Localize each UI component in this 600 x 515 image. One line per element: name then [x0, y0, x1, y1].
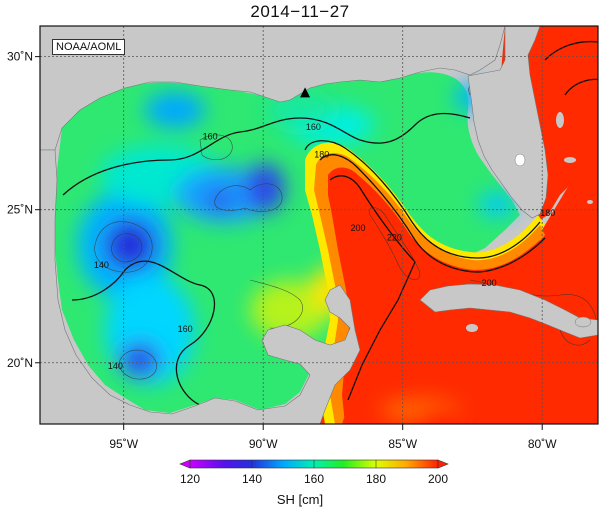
- contour-label: 180: [540, 208, 555, 218]
- island: [587, 200, 593, 204]
- contour-label: 140: [94, 260, 109, 270]
- colorbar-tick-label: 160: [303, 472, 325, 486]
- island: [574, 316, 592, 328]
- lon-tick-label: 95˚W: [109, 437, 138, 451]
- map-title: 2014−11−27: [250, 2, 350, 21]
- graticule: [40, 26, 598, 424]
- contour-label: 160: [203, 131, 218, 141]
- contour-label: 200: [351, 223, 366, 233]
- colorbar-max-arrow: [437, 459, 449, 469]
- contour-label: 200: [482, 278, 497, 288]
- map-frame: [39, 25, 599, 425]
- florida-peninsula: [467, 26, 549, 219]
- station-marker: [300, 87, 311, 98]
- bahamas-island: [556, 112, 564, 128]
- lon-tick-label: 90˚W: [249, 437, 278, 451]
- isla-de-la-juventud: [466, 324, 478, 332]
- colorbar: [179, 459, 449, 469]
- bahamas-island: [564, 157, 576, 163]
- lake-okeechobee: [514, 153, 526, 167]
- colorbar-label: SH [cm]: [276, 492, 324, 507]
- contour-label: 220: [387, 232, 402, 242]
- contour-label: 160: [306, 122, 321, 132]
- credit-label: NOAA/AOML: [52, 39, 126, 55]
- lon-tick-label: 85˚W: [388, 437, 417, 451]
- lon-tick-label: 80˚W: [528, 437, 557, 451]
- colorbar-tick-label: 120: [179, 472, 201, 486]
- colorbar-tick-label: 140: [241, 472, 263, 486]
- colorbar-min-arrow: [179, 459, 191, 469]
- contour-label: 140: [108, 361, 123, 371]
- loop-current-center: [328, 167, 545, 424]
- contour-label: 180: [314, 150, 329, 160]
- colorbar-tick-label: 200: [427, 472, 449, 486]
- lat-tick-label: 20˚N: [7, 356, 33, 370]
- cuba-island: [419, 283, 598, 339]
- colorbar-tick-label: 180: [365, 472, 387, 486]
- lat-tick-label: 30˚N: [7, 50, 33, 64]
- sea-height-field: [77, 83, 515, 424]
- contour-label: 160: [178, 324, 193, 334]
- lat-tick-label: 25˚N: [7, 203, 33, 217]
